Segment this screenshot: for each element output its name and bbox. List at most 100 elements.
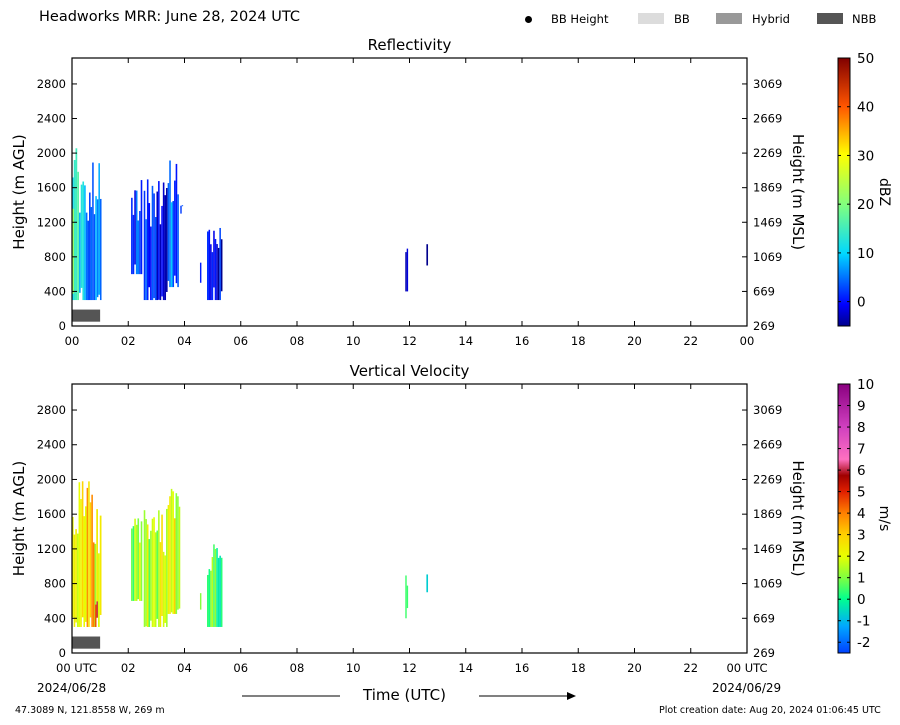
x-tick-label: 00 [65,334,80,348]
data-cell [216,548,218,627]
colorbar-tick-label: 7 [857,442,866,458]
y2-tick-label: 1869 [753,181,782,195]
y-tick-label: 1200 [37,215,66,229]
y-tick-label: 2000 [37,146,66,160]
data-cell [87,220,90,301]
data-cell [406,248,409,292]
y2-tick-label: 669 [753,284,775,298]
x-tick-label: 18 [571,661,586,675]
data-cell [140,521,143,601]
data-cell [161,514,163,617]
colorbar-tick-label: 6 [857,463,866,479]
data-cell [95,196,97,301]
y-tick-label: 2400 [37,112,66,126]
data-segment [143,508,168,627]
data-cell [96,601,98,618]
data-cell [148,203,151,288]
y-tick-label: 800 [44,577,66,591]
data-cell [80,184,83,288]
data-cell [94,543,97,627]
legend-nbb-label: NBB [852,12,877,26]
data-segment [94,509,102,627]
data-cell [93,214,96,301]
x-tick-label: 14 [458,661,473,675]
y2-tick-label: 3069 [753,77,782,91]
y-tick-label: 400 [44,284,66,298]
x-tick-label: 08 [290,334,305,348]
data-segment [72,482,82,627]
data-cell [73,160,76,301]
data-cell [75,148,78,301]
x-tick-label: 08 [290,661,305,675]
data-cell [162,182,165,301]
nbb-band [72,309,101,322]
data-cell [159,542,162,627]
x-tick-label: 02 [121,661,136,675]
data-segment [426,244,429,266]
y-tick-label: 1200 [37,542,66,556]
data-segment [405,248,409,292]
legend-bb-height-label: BB Height [551,12,609,26]
y-tick-label: 2000 [37,472,66,486]
data-cell [207,574,209,627]
data-cell [139,542,141,601]
x-tick-label: 10 [346,661,361,675]
colorbar-label: dBZ [876,178,892,206]
data-segment [143,179,168,301]
data-cell [150,226,152,301]
data-cell [137,220,140,275]
data-cell [95,604,97,627]
legend-bb-height-marker [525,16,532,23]
legend-hybrid-label: Hybrid [752,12,790,26]
y2-tick-label: 269 [753,646,775,660]
data-cell [219,555,221,627]
data-cell [159,224,162,301]
data-cell [213,230,215,288]
y2-tick-label: 1469 [753,215,782,229]
y-tick-label: 2800 [37,77,66,91]
data-cell [170,488,173,613]
data-segment [81,481,95,627]
data-segment [167,488,181,614]
y-axis-label: Height (m AGL) [10,461,28,576]
data-cell [96,199,99,298]
data-segment [87,162,102,301]
y2-tick-label: 3069 [753,403,782,417]
legend: BB Height BB Hybrid NBB [520,11,895,27]
time-axis-label: Time (UTC) [363,686,446,704]
data-cell [91,494,93,627]
data-segment [72,208,75,294]
y2-tick-label: 269 [753,319,775,333]
data-cell [72,516,74,618]
data-cell [158,510,160,627]
colorbar-tick-label: -2 [857,635,870,651]
data-cell [208,229,211,301]
data-cell [99,515,102,615]
data-cell [217,247,220,301]
data-cell [146,524,149,627]
legend-hybrid-swatch [716,13,742,24]
x-tick-label: 14 [458,334,473,348]
colorbar [837,383,851,654]
data-cell [161,205,163,297]
colorbar-tick-label: 30 [857,148,874,164]
data-cell [75,529,77,623]
x-tick-label: 12 [402,661,417,675]
legend-bb-label: BB [674,12,690,26]
data-cell [210,244,212,301]
y-tick-label: 0 [59,646,66,660]
x-tick-label: 12 [402,334,417,348]
x-tick-label: 06 [233,661,248,675]
data-cell [150,530,152,621]
data-cell [199,262,202,283]
data-cell [145,519,147,627]
x-tick-label: 04 [177,334,192,348]
data-cell [217,557,220,627]
data-cell [151,185,154,301]
colorbar-tick-label: 20 [857,197,874,213]
data-cell [406,585,409,609]
y-tick-label: 2400 [37,438,66,452]
y2-tick-label: 1069 [753,577,782,591]
